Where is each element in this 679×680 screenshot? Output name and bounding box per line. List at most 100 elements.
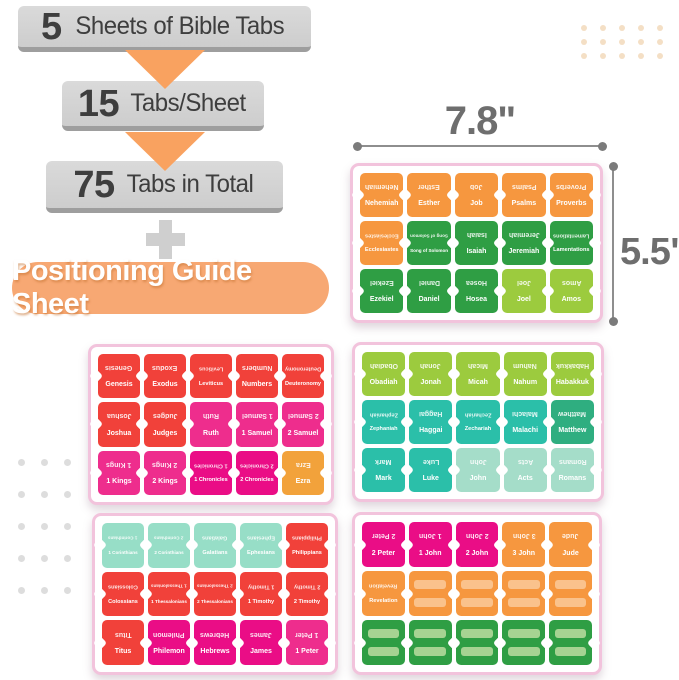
- tab-label-mirrored: 2 Samuel: [287, 412, 319, 420]
- tab-label: Proverbs: [556, 200, 587, 207]
- tab-label: 1 Samuel: [241, 429, 273, 437]
- tab-label-mirrored: Ruth: [203, 412, 219, 420]
- tab-label-mirrored: 2 Peter: [371, 532, 396, 540]
- tab-label: 2 Chronicles: [240, 477, 274, 484]
- bible-tab-daniel: Daniel Daniel: [407, 269, 451, 313]
- bible-tab-job: Job Job: [454, 173, 499, 217]
- decor-dot: [657, 53, 663, 59]
- bible-tab-joel: Joel Joel: [502, 269, 546, 313]
- tab-label-mirrored: 1 Corinthians: [108, 535, 138, 541]
- bible-tab-philemon: Philemon Philemon: [148, 620, 190, 665]
- bible-tab-colossians: Colossians Colossians: [102, 571, 144, 617]
- tab-label: Mark: [375, 475, 392, 482]
- bible-tab-john: John John: [456, 448, 500, 492]
- bible-tab-deuteronomy: Deuteronomy Deuteronomy: [282, 354, 324, 399]
- blank-tab: [408, 620, 452, 665]
- decor-dot: [41, 587, 48, 594]
- bible-tab-jonah: Jonah Jonah: [409, 352, 453, 396]
- tab-label-mirrored: Esther: [418, 183, 440, 190]
- tab-label-mirrored: Acts: [517, 458, 533, 465]
- blank-label-stripe: [554, 580, 587, 589]
- step-number: 15: [77, 82, 120, 125]
- tab-label-mirrored: Nehemiah: [364, 183, 399, 190]
- tab-label-mirrored: Haggai: [419, 410, 443, 417]
- step-text: Sheets of Bible Tabs: [74, 12, 284, 40]
- blank-label-stripe: [414, 647, 447, 656]
- tab-label: 2 Corinthians: [154, 550, 184, 556]
- decor-dot: [18, 555, 25, 562]
- bible-tab-song-of-solomon: Song of Solomon Song of Solomon: [407, 221, 451, 265]
- tab-label-mirrored: 2 Chronicles: [240, 462, 274, 469]
- tab-label: Obadiah: [369, 379, 398, 386]
- tab-label: Revelation: [369, 598, 398, 605]
- blank-label-stripe: [367, 647, 400, 656]
- tab-label: 1 Chronicles: [194, 477, 228, 484]
- bible-tab-titus: Titus Titus: [102, 620, 144, 665]
- decor-dot: [41, 459, 48, 466]
- tab-label-mirrored: Judges: [152, 412, 178, 420]
- blank-label-stripe: [461, 629, 493, 638]
- tab-label: Psalms: [511, 200, 537, 207]
- tab-label-mirrored: Jeremiah: [508, 231, 540, 238]
- tab-label-mirrored: 2 Kings: [152, 460, 178, 468]
- bible-tab-2-corinthians: 2 Corinthians 2 Corinthians: [148, 523, 190, 568]
- decor-dot: [600, 25, 606, 31]
- decor-dot: [657, 39, 663, 45]
- tab-label: Song of Solomon: [410, 247, 449, 253]
- decor-dot: [18, 587, 25, 594]
- tab-label: Hosea: [465, 296, 487, 303]
- bible-tab-ephesians: Ephesians Ephesians: [240, 523, 282, 568]
- decor-dot: [64, 491, 71, 498]
- bible-tab-lamentations: Lamentations Lamentations: [549, 221, 593, 265]
- bible-tab-2-thessalonians: 2 Thessalonians 2 Thessalonians: [194, 571, 236, 617]
- decor-dot: [41, 491, 48, 498]
- tab-label: Judges: [152, 429, 178, 437]
- step-text: Tabs/Sheet: [130, 89, 246, 117]
- tab-label-mirrored: Daniel: [418, 279, 440, 286]
- bible-tab-nahum: Nahum Nahum: [503, 352, 547, 396]
- bible-tab-ezra: Ezra Ezra: [282, 450, 324, 495]
- tab-label: Habakkuk: [555, 379, 589, 386]
- tab-label: Luke: [422, 475, 439, 482]
- bible-tab-numbers: Numbers Numbers: [236, 354, 278, 399]
- tab-label-mirrored: Amos: [561, 279, 582, 286]
- tab-label: Titus: [114, 647, 132, 655]
- tab-sheet-5: 2 Peter 2 Peter 1 John 1 John 2 John 2 John 3 …: [352, 512, 602, 675]
- tab-label: Philippians: [292, 549, 322, 556]
- sheet-height-label: 5.5": [620, 231, 679, 273]
- bible-tab-1-thessalonians: 1 Thessalonians 1 Thessalonians: [148, 571, 190, 617]
- decor-dot: [581, 25, 587, 31]
- tab-label: Jonah: [420, 379, 442, 386]
- tab-label-mirrored: Jude: [562, 532, 579, 540]
- tab-label-mirrored: Romans: [558, 458, 587, 465]
- tab-label: 2 Kings: [152, 477, 178, 485]
- tab-label-mirrored: Titus: [114, 630, 132, 638]
- down-arrow-icon: [125, 132, 205, 171]
- tab-sheet-1: Nehemiah Nehemiah Esther Esther Job Job Psalms…: [350, 163, 603, 323]
- bible-tab-2-timothy: 2 Timothy 2 Timothy: [286, 571, 328, 617]
- decor-dot: [64, 459, 71, 466]
- tab-label: Haggai: [419, 427, 443, 434]
- tab-label-mirrored: 1 Timothy: [247, 583, 275, 590]
- tab-label: Exodus: [152, 381, 178, 389]
- decor-dot: [18, 459, 25, 466]
- tab-label: Malachi: [512, 427, 539, 434]
- tab-label-mirrored: Malachi: [512, 410, 539, 417]
- tab-label: Numbers: [241, 381, 273, 389]
- tab-label-mirrored: Matthew: [558, 410, 587, 417]
- decor-dot: [64, 587, 71, 594]
- tab-label: 2 Timothy: [293, 598, 321, 605]
- bible-tab-proverbs: Proverbs Proverbs: [549, 173, 593, 217]
- tab-label-mirrored: Revelation: [369, 582, 398, 589]
- tab-label: Deuteronomy: [284, 380, 322, 387]
- blank-tab: [455, 571, 499, 616]
- decor-dot: [619, 25, 625, 31]
- blank-label-stripe: [461, 580, 493, 589]
- decor-dot: [64, 555, 71, 562]
- tab-label: Isaiah: [466, 248, 487, 255]
- tab-label-mirrored: 1 Thessalonians: [151, 584, 187, 590]
- bible-tab-genesis: Genesis Genesis: [98, 354, 140, 399]
- tab-sheet-4: 1 Corinthians 1 Corinthians 2 Corinthians 2…: [92, 513, 338, 675]
- tab-label-mirrored: Deuteronomy: [284, 365, 322, 372]
- tab-label: Jeremiah: [508, 248, 540, 255]
